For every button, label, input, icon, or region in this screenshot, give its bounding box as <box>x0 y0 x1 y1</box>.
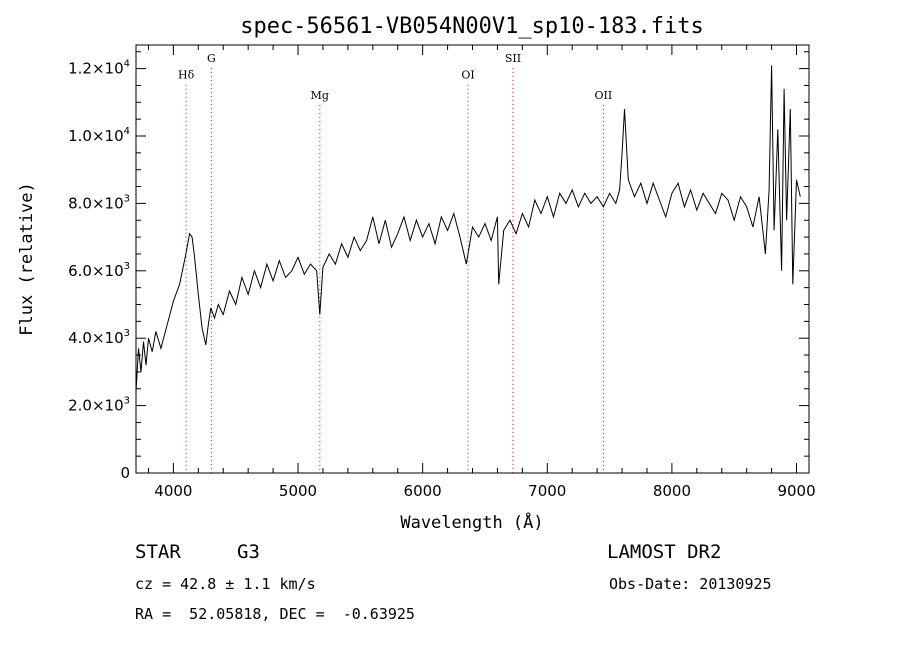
y-tick-label: 4.0×103 <box>68 328 130 347</box>
spectrum-line <box>135 65 801 393</box>
chart-title: spec-56561-VB054N00V1_sp10-183.fits <box>240 14 704 39</box>
y-tick-mantissa: 0 <box>120 464 130 482</box>
spectral-line-label: OII <box>595 89 613 102</box>
x-tick-label: 7000 <box>528 482 566 500</box>
y-tick-label: 0 <box>120 464 130 482</box>
redshift-velocity: cz = 42.8 ± 1.1 km/s <box>135 575 316 593</box>
axis-ticks: 4000 5000 6000 7000 8000 900002.0×1034.0×1036… <box>68 45 816 500</box>
x-axis-label: Wavelength (Å) <box>400 511 543 533</box>
survey-name: LAMOST DR2 <box>607 541 722 563</box>
y-tick-exponent: 3 <box>124 328 130 339</box>
observation-date: Obs-Date: 20130925 <box>609 575 772 593</box>
object-class: STAR <box>135 541 181 563</box>
spectral-line-label: G <box>207 52 216 65</box>
spectral-line-label: Mg <box>311 89 329 102</box>
y-tick-label: 8.0×103 <box>68 193 130 212</box>
y-tick-exponent: 3 <box>124 193 130 204</box>
y-tick-exponent: 3 <box>124 396 130 407</box>
x-tick-label: 5000 <box>279 482 317 500</box>
y-tick-exponent: 3 <box>124 261 130 272</box>
y-tick-exponent: 4 <box>124 59 130 70</box>
y-tick-label: 2.0×103 <box>68 396 130 415</box>
spectral-line-label: Hδ <box>178 69 195 82</box>
x-tick-label: 9000 <box>777 482 815 500</box>
spectral-line-label: OI <box>461 69 474 82</box>
y-tick-label: 1.0×104 <box>68 126 130 145</box>
x-tick-label: 6000 <box>404 482 442 500</box>
y-tick-mantissa: 4.0×10 <box>68 329 124 347</box>
y-tick-label: 6.0×103 <box>68 261 130 280</box>
y-tick-mantissa: 2.0×10 <box>68 397 124 415</box>
spectral-line-label: SII <box>505 52 521 65</box>
plot-frame <box>135 44 810 474</box>
object-subclass: G3 <box>237 541 260 563</box>
y-tick-mantissa: 6.0×10 <box>68 262 124 280</box>
spectral-line-markers: Hδ G Mg OI SII OII <box>178 52 612 473</box>
y-tick-mantissa: 1.0×10 <box>68 127 124 145</box>
y-tick-label: 1.2×104 <box>68 59 130 78</box>
y-axis-label: Flux (relative) <box>17 182 37 336</box>
x-tick-label: 8000 <box>653 482 691 500</box>
y-tick-mantissa: 1.2×10 <box>68 60 124 78</box>
y-tick-mantissa: 8.0×10 <box>68 194 124 212</box>
sky-coordinates: RA = 52.05818, DEC = -0.63925 <box>135 605 415 623</box>
y-tick-exponent: 4 <box>124 126 130 137</box>
x-tick-label: 4000 <box>154 482 192 500</box>
